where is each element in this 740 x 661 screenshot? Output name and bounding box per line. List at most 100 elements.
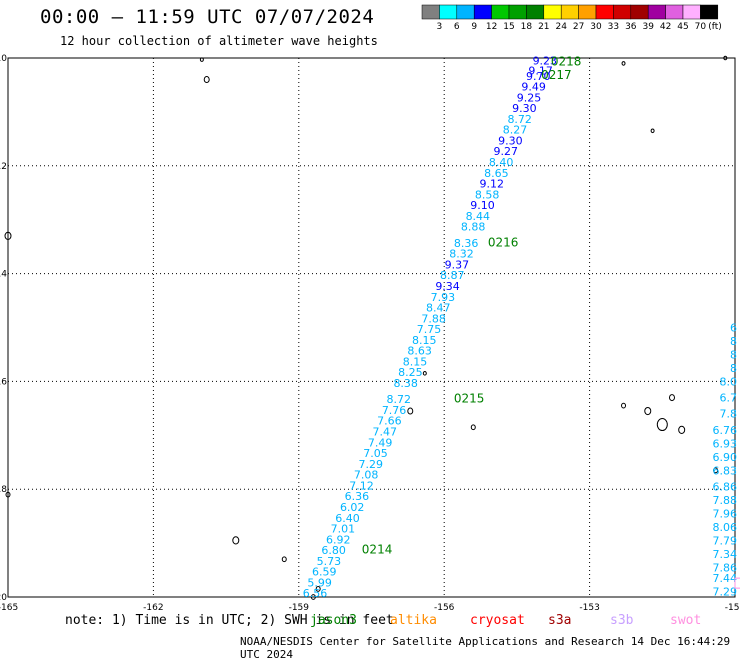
lon-tick-label: -165 [0,603,18,613]
wave-height-label: 7.79 [713,534,738,547]
wave-height-label: 5.73 [317,555,342,568]
wave-height-label: 9.49 [521,81,546,94]
wave-height-label: 8.0 [720,375,738,388]
legend-swatch [491,4,510,20]
wave-height-label: 6.7 [720,392,738,405]
wave-height-label: 6.93 [713,437,738,450]
wave-height-label: 9.34 [435,280,460,293]
wave-height-label: 8.15 [403,355,428,368]
wave-height-label: 9.70 [526,70,551,83]
island-outline [232,536,240,545]
wave-height-label: 7.75 [417,323,442,336]
legend-label: 9 [471,22,477,32]
wave-height-label: 8.88 [461,221,486,234]
lat-tick-label: -10 [0,54,7,64]
legend-swatch [508,4,527,20]
wave-height-label: 8.72 [507,113,532,126]
legend-label: 42 [660,22,671,32]
legend-swatch [630,4,649,20]
legend-label: 45 [677,22,688,32]
legend-label: 12 [486,22,497,32]
island-outline [310,594,316,600]
lat-tick-label: -14 [0,270,7,280]
wave-height-label: 6.36 [345,490,370,503]
legend-swatch [439,4,458,20]
island-outline [203,76,210,84]
swot-marker [734,577,740,589]
wave-height-label: 6.83 [713,464,738,477]
island-outline [4,231,12,240]
wave-height-label: 6.59 [312,566,337,579]
wave-height-label: 8.32 [449,248,474,261]
lon-tick-label: -159 [289,603,310,613]
wave-height-label: 7.88 [421,312,446,325]
legend-label: 3 [437,22,443,32]
wave-height-label: 6.02 [340,501,365,514]
lat-tick-label: -12 [0,162,7,172]
wave-height-label: 9.37 [445,258,470,271]
wave-height-label: 8.58 [475,188,500,201]
legend-label: 36 [625,22,637,32]
legend-label: 24 [555,22,567,32]
track-time-label: 0217 [541,68,572,82]
wave-height-label: 7.12 [349,479,374,492]
legend-label: 30 [590,22,602,32]
wave-height-label: 9.30 [498,134,523,147]
wave-height-label: 7.96 [713,507,738,520]
wave-height-label: 7.05 [363,447,388,460]
wave-height-label: 6.56 [303,587,328,600]
wave-height-label: 7.01 [331,523,356,536]
legend-swatch [700,4,719,20]
island-outline [621,402,627,409]
lon-tick-label: -162 [143,603,163,613]
wave-height-label: 9.12 [480,178,505,191]
island-outline [407,407,414,415]
wave-height-label: 9.27 [493,145,518,158]
legend-label: 15 [503,22,514,32]
wave-height-label: 8.06 [713,521,738,534]
footnote: note: 1) Time is in UTC; 2) SWH is in fe… [65,613,394,628]
satellite-name: cryosat [470,613,525,628]
wave-height-label: 6.80 [321,544,346,557]
legend-swatch [421,4,440,20]
wave-height-label: 6.40 [335,512,360,525]
island-outline [5,491,11,498]
wave-height-label: 8.44 [466,210,491,223]
legend-swatch [560,4,579,20]
island-outline [668,394,675,402]
wave-height-label: 9.25 [517,91,542,104]
wave-height-label: 8 [730,362,737,375]
wave-height-label: 9.23 [533,55,558,68]
legend-swatch [665,4,684,20]
island-outline [422,371,427,376]
satellite-name: s3b [610,613,634,628]
track-time-label: 0216 [488,235,519,249]
legend-swatch [543,4,562,20]
legend-swatch [647,4,666,20]
wave-height-label: 9.17 [528,64,553,77]
island-outline [644,406,652,416]
legend-swatch [473,4,492,20]
wave-height-label: 9.10 [470,199,495,212]
satellite-name: altika [390,613,437,628]
wave-height-label: 8.87 [440,269,465,282]
wave-height-label: 6.92 [326,533,351,546]
legend-label: 33 [608,22,619,32]
wave-height-label: 7.66 [377,415,402,428]
wave-height-label: 7.8 [720,408,738,421]
wave-height-label: 7.88 [713,494,738,507]
legend-unit: (ft) [708,22,722,32]
wave-height-label: 8.27 [503,124,528,137]
wave-height-label: 8.63 [407,345,432,358]
satellite-name: swot [670,613,702,628]
island-outline [723,55,728,61]
legend-swatch [526,4,545,20]
wave-height-label: 7.86 [713,561,738,574]
island-outline [678,425,686,435]
island-outline [621,61,626,66]
wave-height-label: 6.76 [713,424,738,437]
credit-line: NOAA/NESDIS Center for Satellite Applica… [240,635,731,661]
lat-tick-label: -20 [0,593,7,603]
wave-height-label: 7.29 [713,586,738,599]
